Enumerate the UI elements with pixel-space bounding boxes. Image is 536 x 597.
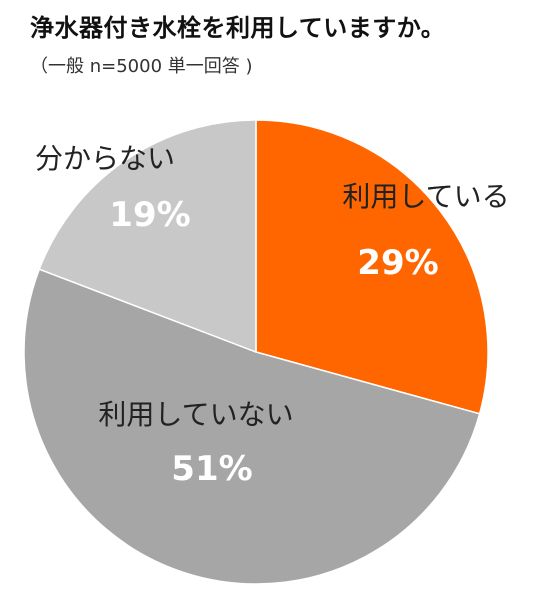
slice-label-1: 利用している — [342, 180, 509, 213]
slice-label-2: 利用していない — [98, 398, 293, 431]
pie-labels: 利用している 29% 利用していない 51% 分からない 19% — [35, 142, 510, 489]
slice-value-3: 19% — [109, 195, 190, 235]
slice-value-1: 29% — [357, 243, 438, 283]
pie-slice-1 — [255, 119, 489, 415]
chart-title: 浄水器付き水栓を利用していますか。 — [30, 14, 446, 42]
pie-slices — [23, 119, 489, 585]
slice-value-2: 51% — [171, 449, 252, 489]
pie-slice-3 — [38, 119, 257, 354]
pie-slice-2 — [23, 268, 481, 585]
slice-label-3: 分からない — [35, 142, 175, 175]
chart-subtitle: （一般 n=5000 単一回答 ) — [30, 56, 253, 77]
